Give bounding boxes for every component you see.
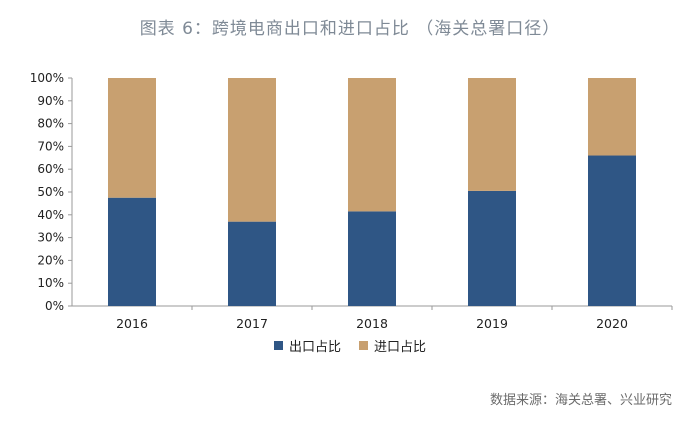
legend-item-import: 进口占比 xyxy=(359,336,426,355)
y-tick-label: 50% xyxy=(37,185,64,199)
data-source-note: 数据来源：海关总署、兴业研究 xyxy=(489,393,672,408)
y-tick-label: 90% xyxy=(37,94,64,108)
bar-export-segment xyxy=(228,221,276,306)
y-tick-label: 0% xyxy=(45,299,64,313)
chart-title: 图表 6：跨境电商出口和进口占比 （海关总署口径） xyxy=(139,19,561,39)
y-tick-label: 30% xyxy=(37,231,64,245)
chart-legend: 出口占比 进口占比 xyxy=(0,336,700,355)
legend-label-import: 进口占比 xyxy=(374,340,427,355)
y-tick-label: 70% xyxy=(37,139,64,153)
legend-swatch-export xyxy=(273,341,283,350)
bar-export-segment xyxy=(588,155,636,306)
y-tick-label: 60% xyxy=(37,162,64,176)
y-tick-label: 10% xyxy=(37,276,64,290)
y-tick-label: 20% xyxy=(37,253,64,267)
x-tick-label: 2018 xyxy=(356,316,388,330)
x-tick-label: 2019 xyxy=(476,316,508,330)
x-tick-label: 2020 xyxy=(596,316,628,330)
x-tick-label: 2016 xyxy=(116,316,148,330)
bar-export-segment xyxy=(108,197,156,306)
y-tick-label: 100% xyxy=(30,71,64,85)
bar-export-segment xyxy=(468,190,516,306)
x-tick-label: 2017 xyxy=(236,316,268,330)
y-tick-label: 40% xyxy=(37,208,64,222)
bar-export-segment xyxy=(348,211,396,306)
stacked-bar-chart: 0% 10% 20% 30% 40% 50% 60% 70% 80% 90% 100% 2016 201… xyxy=(30,71,673,330)
bar-import-segment xyxy=(468,78,516,191)
legend-label-export: 出口占比 xyxy=(288,340,341,355)
bar-import-segment xyxy=(228,78,276,222)
legend-swatch-import xyxy=(359,341,368,350)
bar-import-segment xyxy=(588,78,636,156)
y-tick-label: 80% xyxy=(37,117,64,131)
bar-import-segment xyxy=(348,78,396,212)
bar-import-segment xyxy=(108,78,156,198)
legend-item-export: 出口占比 xyxy=(273,336,341,355)
